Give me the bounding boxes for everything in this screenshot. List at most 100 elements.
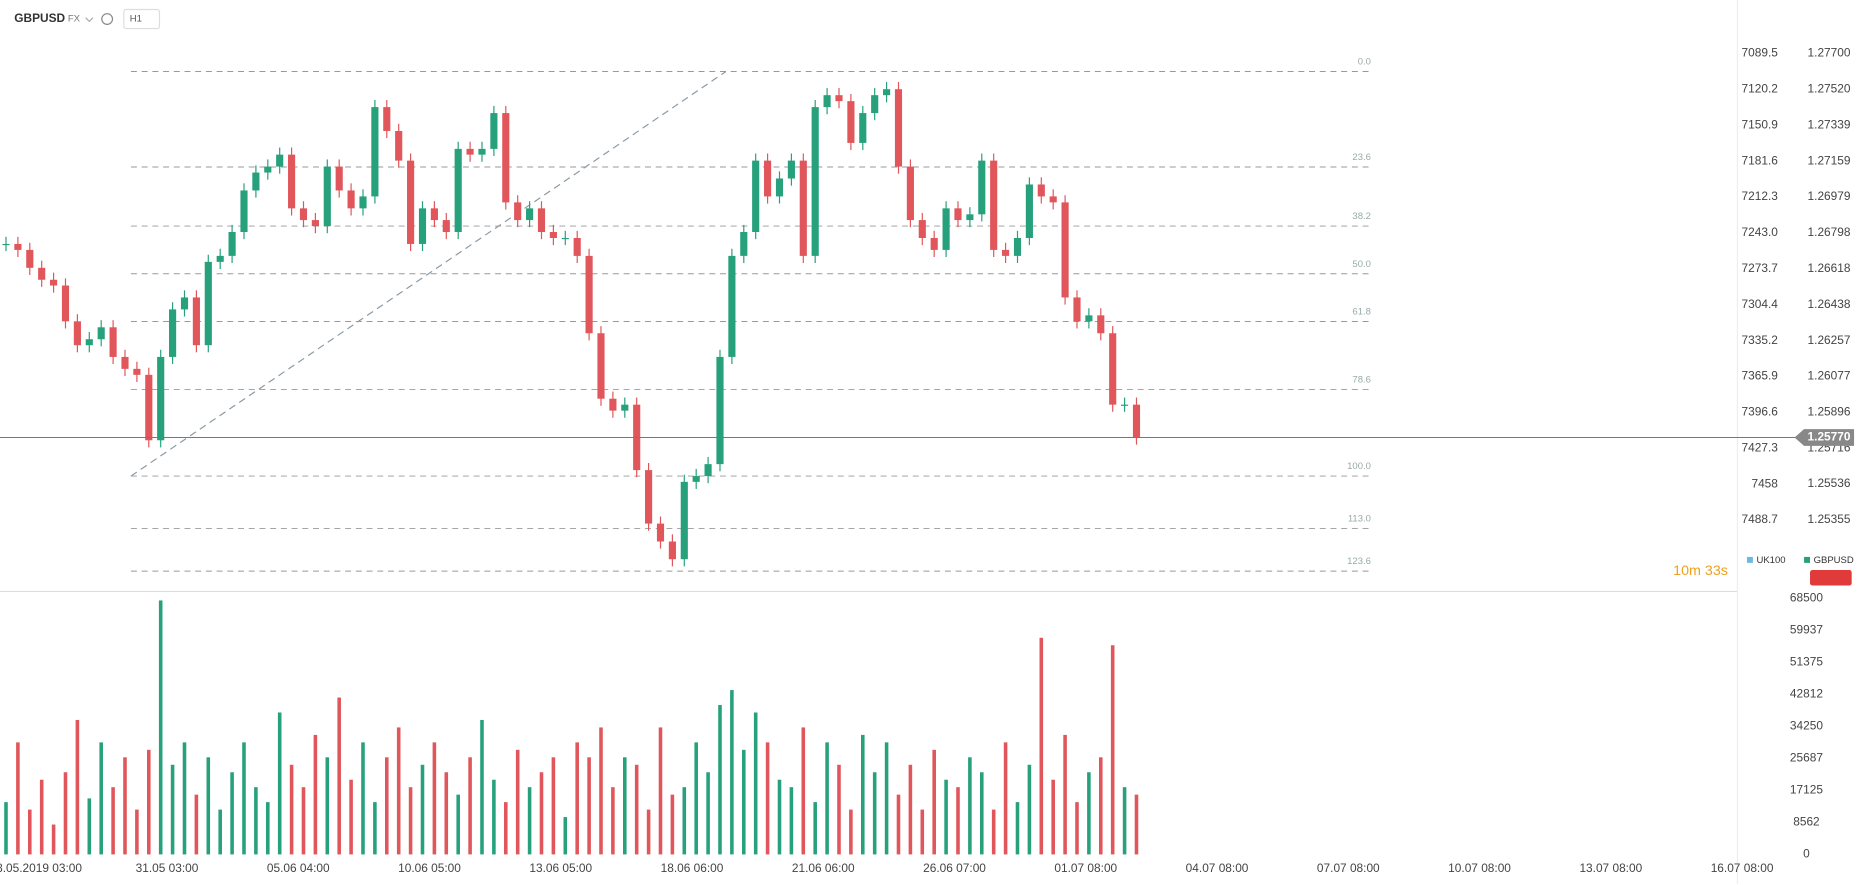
volume-bar xyxy=(504,802,508,855)
candle-body xyxy=(1132,404,1141,438)
market[interactable]: FX xyxy=(68,14,81,25)
candle-body xyxy=(704,464,712,477)
volume-bar xyxy=(813,802,817,855)
y2-tick-label: 7089.5 xyxy=(1742,46,1779,60)
volume-bar xyxy=(301,787,306,855)
last-price-label: 1.25770 xyxy=(1808,430,1851,444)
volume-bar xyxy=(313,734,318,855)
candle-body xyxy=(276,154,284,167)
info-icon[interactable] xyxy=(101,13,114,25)
candle-body xyxy=(121,356,129,369)
volume-tick-label: 8562 xyxy=(1793,815,1819,829)
volume-bar xyxy=(753,712,758,855)
volume-bar xyxy=(599,727,603,855)
volume-bar xyxy=(408,787,413,855)
candle-body xyxy=(526,208,534,221)
candle-body xyxy=(1121,404,1129,406)
volume-bar xyxy=(1063,734,1067,855)
volume-bar xyxy=(1003,742,1008,855)
volume-bar xyxy=(1039,637,1044,855)
candle-body xyxy=(371,107,379,197)
legend-entry[interactable]: UK100 xyxy=(1756,555,1785,566)
candle-body xyxy=(752,160,760,233)
candle-body xyxy=(359,196,367,209)
volume-bar xyxy=(1027,764,1032,855)
candle-body xyxy=(549,232,557,238)
volume-bar xyxy=(884,742,889,855)
legend-entry[interactable]: GBPUSD xyxy=(1814,555,1854,566)
volume-bar xyxy=(28,809,32,855)
symbol[interactable]: GBPUSD xyxy=(14,11,65,25)
volume-bar xyxy=(99,742,103,855)
volume-bar xyxy=(170,764,175,855)
y-tick-label: 1.26798 xyxy=(1808,225,1851,239)
fib-label: 78.6 xyxy=(1352,375,1371,386)
y-tick-label: 1.25896 xyxy=(1808,405,1851,419)
volume-bar xyxy=(515,749,520,855)
x-tick-label: 10.07 08:00 xyxy=(1448,861,1511,875)
remove-button[interactable] xyxy=(1810,570,1852,586)
volume-bar xyxy=(646,809,651,855)
candle-body xyxy=(395,130,403,161)
volume-tick-label: 59937 xyxy=(1790,623,1823,637)
candle-body xyxy=(38,267,46,280)
y-tick-label: 1.26438 xyxy=(1808,297,1851,311)
candle-body xyxy=(942,208,950,250)
y2-tick-label: 7120.2 xyxy=(1742,82,1778,96)
volume-bar xyxy=(51,824,56,855)
volume-bar xyxy=(991,809,996,855)
candle-body xyxy=(692,476,700,482)
candle-body xyxy=(883,89,891,96)
candle-body xyxy=(454,148,462,233)
candle-body xyxy=(573,237,581,256)
y-tick-label: 1.27700 xyxy=(1808,46,1851,60)
fib-label: 23.6 xyxy=(1352,152,1371,163)
candle-body xyxy=(442,220,450,233)
candle-body xyxy=(1073,297,1081,322)
fib-label: 0.0 xyxy=(1358,56,1371,67)
volume-bar xyxy=(277,712,282,855)
candle-body xyxy=(680,481,688,560)
y2-tick-label: 7243.0 xyxy=(1742,225,1779,239)
candle-body xyxy=(240,190,248,233)
volume-bar xyxy=(623,757,627,855)
volume-bar xyxy=(742,749,746,855)
volume-bar xyxy=(242,742,246,855)
volume-bar xyxy=(1075,802,1079,855)
candle-body xyxy=(109,327,117,357)
candle-body xyxy=(787,160,795,179)
candle-body xyxy=(228,232,236,256)
volume-bar xyxy=(527,787,532,855)
volume-bar xyxy=(789,787,794,855)
y2-tick-label: 7150.9 xyxy=(1742,117,1779,131)
candle-body xyxy=(823,95,831,108)
volume-bar xyxy=(611,787,615,855)
x-tick-label: 18.06 06:00 xyxy=(661,861,724,875)
volume-bar xyxy=(849,809,853,855)
volume-bar xyxy=(801,727,806,855)
y2-tick-label: 7458 xyxy=(1751,476,1778,490)
volume-bar xyxy=(968,757,972,855)
legend-swatch xyxy=(1804,556,1811,563)
volume-bar xyxy=(396,727,401,855)
y-tick-label: 1.26979 xyxy=(1808,189,1851,203)
candle-body xyxy=(930,237,938,250)
candle-body xyxy=(764,160,772,197)
interval[interactable]: H1 xyxy=(130,14,142,25)
volume-bar xyxy=(337,697,341,855)
candle-body xyxy=(85,339,93,346)
candle-body xyxy=(621,404,629,411)
dropdown-arrow[interactable] xyxy=(85,17,94,23)
volume-bar xyxy=(920,809,925,855)
candle-body xyxy=(407,160,415,244)
x-tick-label: 01.07 08:00 xyxy=(1054,861,1117,875)
interval-box[interactable] xyxy=(123,8,161,30)
volume-bar xyxy=(230,772,234,855)
x-tick-label: 04.07 08:00 xyxy=(1186,861,1249,875)
volume-bar xyxy=(1110,645,1115,855)
candle-body xyxy=(978,160,986,215)
fib-label: 38.2 xyxy=(1352,211,1371,222)
fib-label: 50.0 xyxy=(1352,259,1371,270)
y-tick-label: 1.25355 xyxy=(1808,512,1851,526)
candle-body xyxy=(656,523,665,542)
